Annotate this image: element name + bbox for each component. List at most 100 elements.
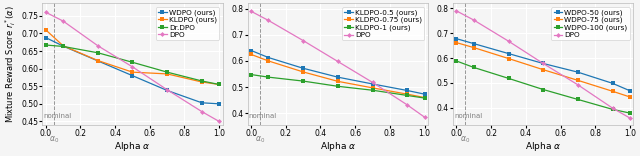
KLDPO (ours): [94, 60, 102, 61]
Legend: WDPO (ours), KLDPO (ours), Dr.DPO, DPO: WDPO (ours), KLDPO (ours), Dr.DPO, DPO: [156, 7, 219, 40]
WDPO-75 (ours): [540, 69, 547, 71]
X-axis label: Alpha $\alpha$: Alpha $\alpha$: [525, 139, 561, 153]
KLDPO-1 (ours): [247, 74, 255, 76]
WDPO-75 (ours): [609, 90, 616, 92]
Line: WDPO-50 (ours): WDPO-50 (ours): [455, 37, 632, 93]
KLDPO-0.75 (ours): [403, 93, 411, 95]
Dr.DPO: [163, 71, 171, 73]
KLDPO-1 (ours): [403, 95, 411, 96]
WDPO (ours): [42, 37, 50, 39]
KLDPO-0.5 (ours): [369, 83, 376, 85]
DPO: [60, 20, 67, 22]
WDPO-100 (ours): [452, 60, 460, 62]
Line: WDPO-75 (ours): WDPO-75 (ours): [455, 41, 632, 99]
KLDPO-0.75 (ours): [300, 71, 307, 73]
KLDPO-0.75 (ours): [369, 87, 376, 89]
WDPO-75 (ours): [452, 42, 460, 44]
Line: KLDPO-0.75 (ours): KLDPO-0.75 (ours): [250, 53, 426, 99]
Legend: WDPO-50 (ours), WDPO-75 (ours), WDPO-100 (ours), DPO: WDPO-50 (ours), WDPO-75 (ours), WDPO-100…: [552, 7, 630, 40]
DPO: [94, 45, 102, 47]
KLDPO-1 (ours): [420, 97, 428, 99]
WDPO (ours): [94, 60, 102, 62]
WDPO-50 (ours): [505, 53, 513, 54]
DPO: [163, 89, 171, 91]
DPO: [574, 84, 582, 86]
WDPO-100 (ours): [626, 112, 634, 114]
KLDPO-1 (ours): [264, 76, 272, 78]
WDPO-100 (ours): [574, 98, 582, 100]
Dr.DPO: [42, 44, 50, 46]
DPO: [540, 63, 547, 64]
WDPO (ours): [215, 103, 223, 105]
KLDPO-1 (ours): [334, 85, 342, 87]
Dr.DPO: [60, 46, 67, 47]
WDPO (ours): [60, 45, 67, 47]
WDPO-50 (ours): [609, 82, 616, 84]
Dr.DPO: [94, 52, 102, 54]
KLDPO-0.75 (ours): [420, 97, 428, 98]
Line: DPO: DPO: [44, 11, 221, 123]
WDPO-75 (ours): [626, 96, 634, 98]
Y-axis label: Mixture Reward Score $r_i^*(\alpha)$: Mixture Reward Score $r_i^*(\alpha)$: [3, 5, 19, 123]
WDPO-75 (ours): [574, 79, 582, 81]
DPO: [403, 104, 411, 106]
Line: WDPO-100 (ours): WDPO-100 (ours): [455, 59, 632, 115]
Text: nominal: nominal: [43, 113, 72, 119]
KLDPO (ours): [42, 29, 50, 31]
WDPO-100 (ours): [609, 108, 616, 110]
DPO: [609, 107, 616, 109]
Line: Dr.DPO: Dr.DPO: [44, 43, 221, 86]
DPO: [470, 19, 477, 21]
KLDPO-0.5 (ours): [300, 67, 307, 69]
WDPO-100 (ours): [505, 77, 513, 79]
Text: nominal: nominal: [454, 113, 482, 119]
DPO: [198, 111, 205, 112]
WDPO-50 (ours): [452, 38, 460, 40]
WDPO-75 (ours): [505, 58, 513, 59]
KLDPO-1 (ours): [300, 80, 307, 82]
KLDPO-0.75 (ours): [334, 80, 342, 82]
Line: KLDPO (ours): KLDPO (ours): [44, 28, 221, 86]
KLDPO-1 (ours): [369, 89, 376, 91]
WDPO (ours): [129, 75, 136, 77]
KLDPO (ours): [198, 81, 205, 83]
X-axis label: Alpha $\alpha$: Alpha $\alpha$: [115, 139, 150, 153]
DPO: [505, 40, 513, 42]
KLDPO-0.5 (ours): [403, 90, 411, 91]
KLDPO (ours): [60, 45, 67, 47]
WDPO-50 (ours): [470, 43, 477, 45]
Dr.DPO: [215, 83, 223, 85]
WDPO-50 (ours): [574, 71, 582, 73]
WDPO-50 (ours): [626, 90, 634, 92]
Line: DPO: DPO: [455, 9, 632, 120]
DPO: [420, 116, 428, 118]
Line: DPO: DPO: [250, 10, 426, 119]
WDPO-50 (ours): [540, 63, 547, 64]
KLDPO-0.5 (ours): [247, 50, 255, 51]
WDPO-100 (ours): [540, 89, 547, 90]
DPO: [215, 121, 223, 122]
KLDPO-0.75 (ours): [264, 60, 272, 62]
X-axis label: Alpha $\alpha$: Alpha $\alpha$: [320, 139, 356, 153]
KLDPO-0.75 (ours): [247, 54, 255, 55]
DPO: [300, 40, 307, 41]
DPO: [369, 81, 376, 83]
WDPO-100 (ours): [470, 66, 477, 68]
Text: $\alpha_0$: $\alpha_0$: [255, 135, 265, 145]
Text: nominal: nominal: [248, 113, 276, 119]
Legend: KLDPO-0.5 (ours), KLDPO-0.75 (ours), KLDPO-1 (ours), DPO: KLDPO-0.5 (ours), KLDPO-0.75 (ours), KLD…: [342, 7, 424, 40]
WDPO (ours): [163, 90, 171, 91]
KLDPO-0.5 (ours): [334, 76, 342, 78]
KLDPO (ours): [215, 83, 223, 85]
DPO: [452, 10, 460, 12]
Dr.DPO: [198, 80, 205, 82]
DPO: [247, 10, 255, 12]
Line: WDPO (ours): WDPO (ours): [44, 36, 221, 106]
Line: KLDPO-1 (ours): KLDPO-1 (ours): [250, 73, 426, 100]
KLDPO (ours): [129, 71, 136, 73]
Text: $\alpha_0$: $\alpha_0$: [49, 135, 60, 145]
KLDPO-0.5 (ours): [264, 57, 272, 58]
DPO: [334, 61, 342, 62]
DPO: [626, 117, 634, 119]
DPO: [129, 66, 136, 68]
